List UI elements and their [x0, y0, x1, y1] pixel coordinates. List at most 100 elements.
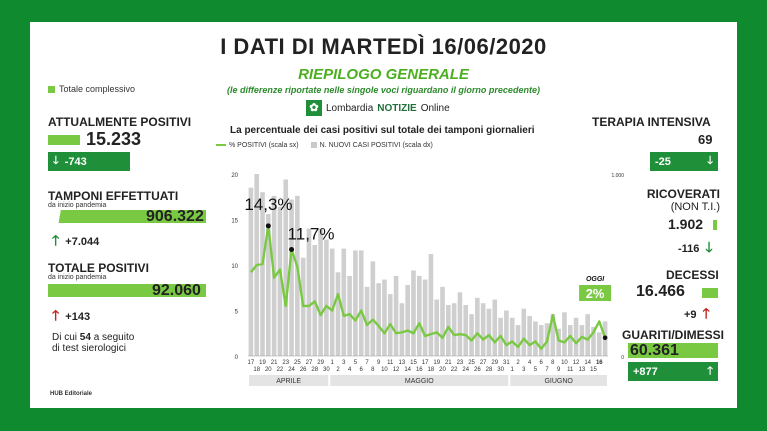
- x-tick-label: 3: [522, 367, 526, 373]
- guariti-label: GUARITI/DIMESSI: [622, 328, 725, 342]
- case-bar: [556, 328, 561, 356]
- case-bar: [399, 303, 405, 356]
- x-tick-label: 4: [528, 360, 532, 366]
- x-tick-label: 28: [311, 367, 318, 373]
- case-bar: [591, 326, 596, 356]
- legend-square-icon: [48, 86, 55, 94]
- x-tick-label: 16: [596, 360, 603, 366]
- ricoverati-bar: [713, 220, 717, 230]
- decessi-label: DECESSI: [666, 268, 719, 282]
- totale-label: TOTALE POSITIVI: [48, 261, 149, 275]
- case-bar: [335, 272, 341, 356]
- tamponi-delta-value: +7.044: [65, 236, 100, 248]
- ricoverati-label-1: RICOVERATI: [646, 187, 720, 201]
- chart-title: La percentuale dei casi positivi sul tot…: [230, 125, 535, 136]
- x-tick-label: 19: [433, 360, 440, 366]
- page-title: I DATI DI MARTEDÌ 16/06/2020: [220, 34, 547, 59]
- case-bar: [504, 310, 509, 356]
- x-tick-label: 30: [323, 367, 330, 373]
- terapia-delta-value: -25: [655, 155, 671, 168]
- case-bar: [318, 228, 323, 356]
- case-bar: [329, 248, 335, 356]
- y-tick-left: 15: [231, 219, 238, 225]
- x-tick-label: 10: [561, 360, 568, 366]
- case-bar: [446, 305, 451, 356]
- x-tick-label: 29: [317, 360, 324, 366]
- month-label: MAGGIO: [405, 378, 434, 385]
- y-tick-left: 5: [235, 310, 239, 316]
- x-tick-label: 12: [573, 360, 580, 366]
- percent-line: [249, 224, 607, 350]
- case-bar: [295, 195, 300, 356]
- totale-delta-value: +143: [65, 311, 91, 323]
- tamponi-label: TAMPONI EFFETTUATI: [48, 189, 179, 203]
- ricoverati-label-2: (NON T.I.): [670, 201, 720, 213]
- x-tick-label: 23: [282, 360, 289, 366]
- case-bar: [370, 261, 376, 356]
- case-bar: [353, 250, 358, 356]
- terapia-value: 69: [698, 132, 713, 147]
- ricoverati-delta: -116 🡓: [678, 237, 713, 261]
- x-tick-label: 5: [354, 360, 358, 366]
- arrow-down-icon: 🡓: [705, 239, 713, 255]
- chart-legend: % POSITIVI (scala sx) N. NUOVI CASI POSI…: [216, 142, 433, 149]
- attualmente-delta-value: -743: [64, 155, 87, 168]
- x-tick-label: 13: [579, 367, 586, 373]
- page-subtitle: RIEPILOGO GENERALE: [298, 66, 469, 83]
- x-tick-label: 2: [516, 360, 520, 366]
- decessi-bar: [702, 288, 718, 298]
- totale-value: 92.060: [152, 282, 201, 299]
- x-tick-label: 20: [265, 367, 272, 373]
- sierologici-pre: Di cui: [52, 332, 78, 343]
- x-tick-label: 15: [590, 367, 597, 373]
- x-tick-label: 10: [381, 367, 388, 373]
- x-tick-label: 31: [503, 360, 510, 366]
- case-bar: [306, 228, 312, 356]
- x-tick-label: 26: [474, 367, 481, 373]
- terapia-label: TERAPIA INTENSIVA: [592, 115, 711, 129]
- x-tick-label: 9: [557, 367, 561, 373]
- difference-note: (le differenze riportate nelle singole v…: [227, 85, 540, 95]
- ricoverati-label: RICOVERATI (NON T.I.): [638, 187, 720, 213]
- case-bar: [266, 214, 271, 356]
- sierologici-line2: di test sierologici: [52, 343, 126, 354]
- annotation-label: 14,3%: [244, 195, 292, 214]
- x-tick-label: 2: [336, 367, 340, 373]
- sierologici-note: Di cui 54 a seguito di test sierologici: [52, 332, 134, 354]
- today-label: OGGI: [586, 276, 605, 283]
- x-tick-label: 17: [248, 360, 255, 366]
- case-bar: [364, 286, 370, 356]
- case-bar: [341, 248, 347, 356]
- decessi-delta-value: +9: [684, 309, 697, 321]
- month-band: [510, 375, 607, 386]
- totale-delta: 🡑 +143: [52, 305, 90, 329]
- logo-notizie: NOTIZIE: [377, 102, 417, 114]
- case-bar: [260, 192, 265, 356]
- guariti-value: 60.361: [630, 342, 679, 359]
- tamponi-value: 906.322: [146, 208, 204, 225]
- case-bar: [411, 270, 416, 356]
- case-bar: [422, 279, 428, 356]
- ricoverati-value: 1.902: [668, 216, 704, 232]
- case-bar: [393, 275, 399, 356]
- x-tick-label: 20: [439, 367, 446, 373]
- case-bar: [347, 275, 352, 356]
- case-bar: [277, 206, 283, 356]
- case-bar: [527, 315, 532, 356]
- case-bar: [434, 299, 440, 356]
- tamponi-sub: da inizio pandemia: [48, 202, 107, 209]
- x-tick-label: 1: [331, 360, 335, 366]
- footer-credit: HUB Editoriale: [50, 391, 93, 397]
- annotation-point: [289, 247, 295, 253]
- sierologici-post: a seguito: [93, 332, 135, 343]
- guariti-delta-value: +877: [633, 365, 658, 378]
- today-point: [602, 335, 608, 341]
- lombardia-rose-icon: ✿: [306, 100, 322, 116]
- case-bar: [382, 279, 387, 356]
- x-tick-label: 6: [360, 367, 364, 373]
- x-tick-label: 18: [428, 367, 435, 373]
- case-bar: [405, 285, 410, 356]
- case-bar: [585, 314, 590, 356]
- arrow-up-icon: 🡑: [52, 307, 60, 323]
- y-tick-left: 20: [231, 173, 238, 179]
